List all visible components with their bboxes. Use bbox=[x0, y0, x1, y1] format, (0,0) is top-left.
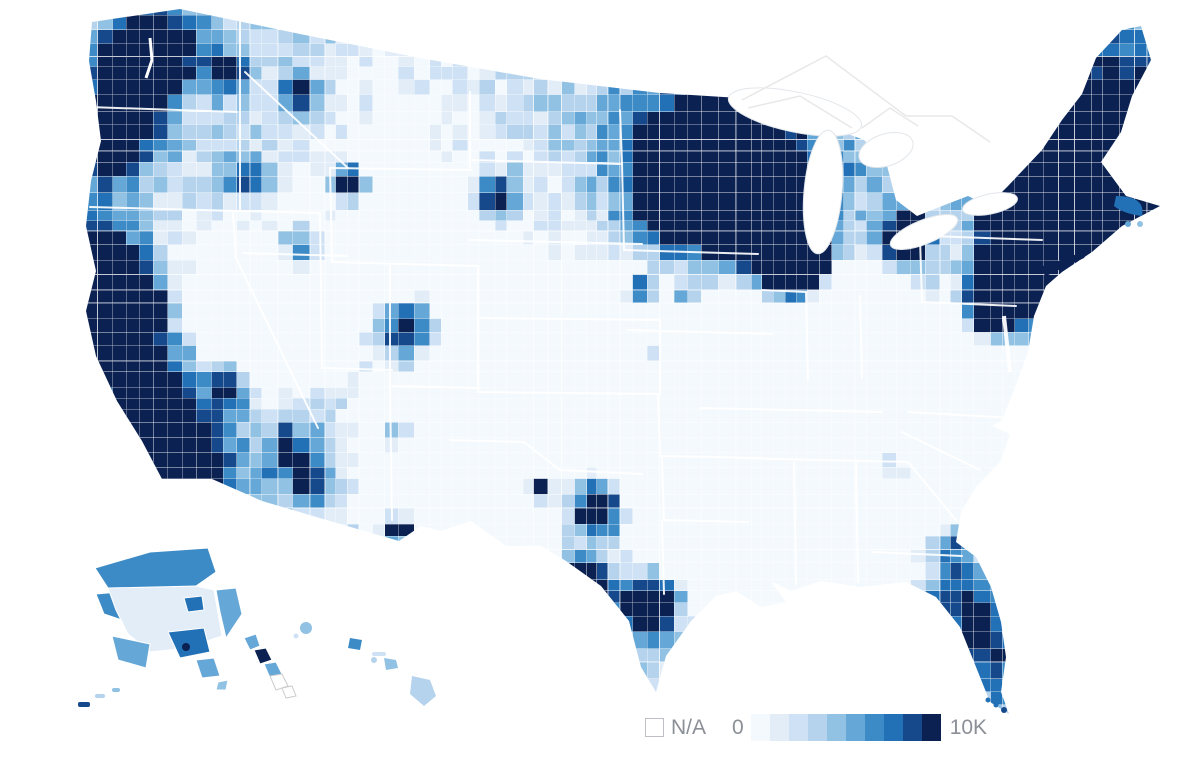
legend-min-label: 0 bbox=[732, 716, 744, 739]
map-legend: N/A 0 10K bbox=[645, 714, 987, 741]
ramp-step bbox=[845, 714, 865, 741]
ramp-step bbox=[826, 714, 846, 741]
ramp-step bbox=[750, 714, 770, 741]
na-swatch bbox=[645, 718, 664, 737]
ramp-step bbox=[769, 714, 789, 741]
ramp-step bbox=[902, 714, 922, 741]
ramp-step bbox=[807, 714, 827, 741]
ramp-step bbox=[883, 714, 903, 741]
na-label: N/A bbox=[671, 716, 707, 739]
color-ramp bbox=[750, 714, 941, 741]
legend-max-label: 10K bbox=[949, 716, 988, 739]
ramp-step bbox=[788, 714, 808, 741]
ramp-step bbox=[921, 714, 941, 741]
ramp-step bbox=[864, 714, 884, 741]
